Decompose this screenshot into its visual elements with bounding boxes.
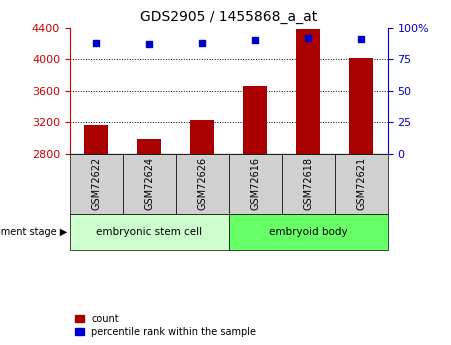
Bar [138,139,161,154]
Bar [244,86,267,154]
Text: GSM72622: GSM72622 [92,157,101,210]
Text: GSM72624: GSM72624 [144,157,154,210]
Bar [296,29,320,154]
Point [252,37,259,43]
Bar [84,125,108,154]
Point [93,40,100,46]
Point [305,35,312,40]
Point [146,41,153,47]
Text: embryonic stem cell: embryonic stem cell [97,227,202,237]
Bar [190,120,214,154]
Title: GDS2905 / 1455868_a_at: GDS2905 / 1455868_a_at [140,10,318,24]
Bar [350,58,373,154]
Text: development stage ▶: development stage ▶ [0,227,68,237]
Point [358,36,365,42]
Text: GSM72616: GSM72616 [250,157,260,210]
Point [199,40,206,46]
Legend: count, percentile rank within the sample: count, percentile rank within the sample [75,314,256,337]
Text: GSM72618: GSM72618 [304,157,313,210]
Text: GSM72626: GSM72626 [198,157,207,210]
Text: GSM72621: GSM72621 [356,157,366,210]
Text: embryoid body: embryoid body [269,227,348,237]
